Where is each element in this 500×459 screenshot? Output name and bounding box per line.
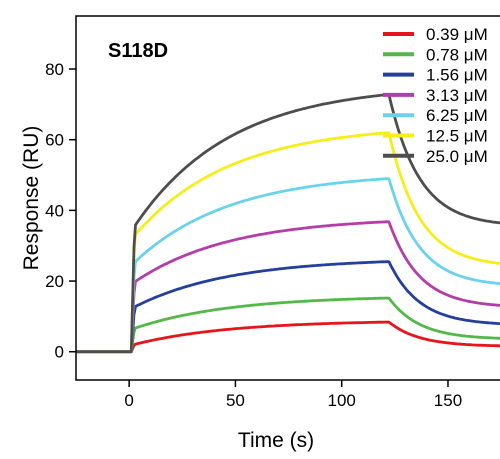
x-tick-label: 150 [434,391,462,410]
x-axis-title: Time (s) [238,429,314,452]
legend-label: 0.39 μM [426,25,488,44]
plot-frame [75,15,500,381]
series-line-3 [76,220,500,354]
legend-label: 0.78 μM [426,45,488,64]
series-line-0 [76,320,500,354]
x-tick-label: 100 [328,391,356,410]
series-line-5 [76,131,500,354]
chart-title: S118D [108,40,168,62]
y-tick-label: 40 [45,201,64,220]
series-line-1 [76,296,500,354]
y-tick-label: 60 [45,131,64,150]
series-layer [76,93,500,354]
series-line-2 [76,260,500,354]
legend-label: 1.56 μM [426,66,488,85]
legend: 0.39 μM0.78 μM 1.56 μM3.13 μM6.25 μM 12.5 … [383,25,488,166]
x-tick-label: 50 [226,391,245,410]
y-tick-label: 80 [45,60,64,79]
y-tick-label: 20 [45,272,64,291]
y-axis-title: Response (RU) [20,126,43,271]
legend-label: 6.25 μM [426,106,488,125]
legend-label: 12.5 μM [426,127,488,146]
x-tick-label: 0 [124,391,133,410]
series-line-4 [76,177,500,354]
ticks-layer: 0 50 100 150 0 20 40 60 80 [45,60,462,410]
legend-label: 25.0 μM [426,147,488,166]
legend-label: 3.13 μM [426,86,488,105]
y-tick-label: 0 [55,343,64,362]
series-line-6 [76,93,500,354]
